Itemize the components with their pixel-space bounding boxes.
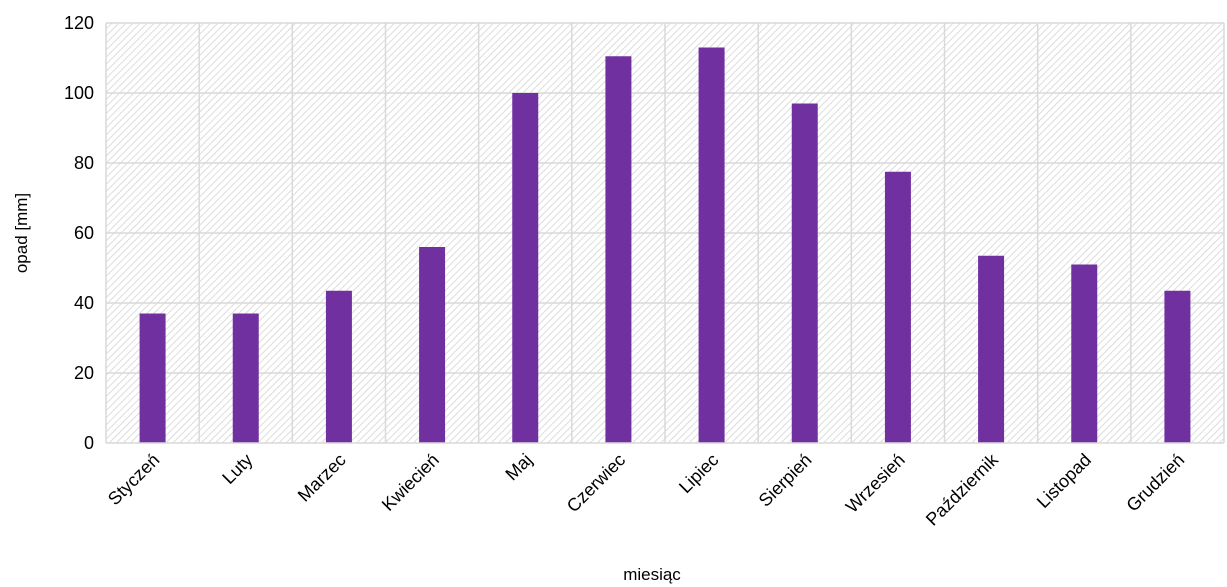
bar-1 [139, 313, 166, 443]
x-tick-label: Sierpień [755, 450, 816, 511]
x-tick-label: Luty [218, 450, 256, 488]
bar-11 [1071, 264, 1098, 443]
bar-10 [978, 255, 1005, 443]
x-tick-label: Lipiec [675, 450, 722, 497]
x-tick-label: Marzec [294, 450, 350, 506]
x-tick-label: Kwiecień [378, 450, 443, 515]
bar-6 [605, 56, 632, 443]
y-tick-label: 20 [74, 363, 94, 383]
x-tick-label: Listopad [1033, 450, 1095, 512]
bar-8 [791, 103, 818, 443]
y-tick-label: 100 [64, 83, 94, 103]
y-tick-label: 0 [84, 433, 94, 453]
bar-2 [232, 313, 259, 443]
bar-7 [698, 47, 725, 443]
y-tick-label: 120 [64, 13, 94, 33]
x-tick-label: Czerwiec [563, 450, 629, 516]
bar-12 [1164, 290, 1191, 443]
bar-9 [884, 171, 911, 443]
y-tick-label: 80 [74, 153, 94, 173]
bar-5 [512, 93, 539, 443]
y-tick-labels: 0 20 40 60 80 100 120 [64, 13, 94, 453]
x-axis-title: miesiąc [623, 565, 681, 584]
bars [139, 47, 1191, 443]
bar-3 [325, 290, 352, 443]
x-tick-labels: Styczeń Luty Marzec Kwiecień Maj Czerwiec Lipi… [104, 449, 1188, 530]
y-tick-label: 40 [74, 293, 94, 313]
bar-4 [419, 247, 446, 443]
y-axis-title: opad [mm] [12, 193, 31, 273]
gridlines [105, 22, 1225, 443]
x-tick-label: Styczeń [104, 450, 163, 509]
y-tick-label: 60 [74, 223, 94, 243]
x-tick-label: Maj [501, 450, 536, 485]
x-tick-label: Grudzień [1122, 450, 1188, 516]
x-tick-label: Wrzesień [842, 450, 909, 517]
x-tick-label: Październik [922, 449, 1003, 530]
